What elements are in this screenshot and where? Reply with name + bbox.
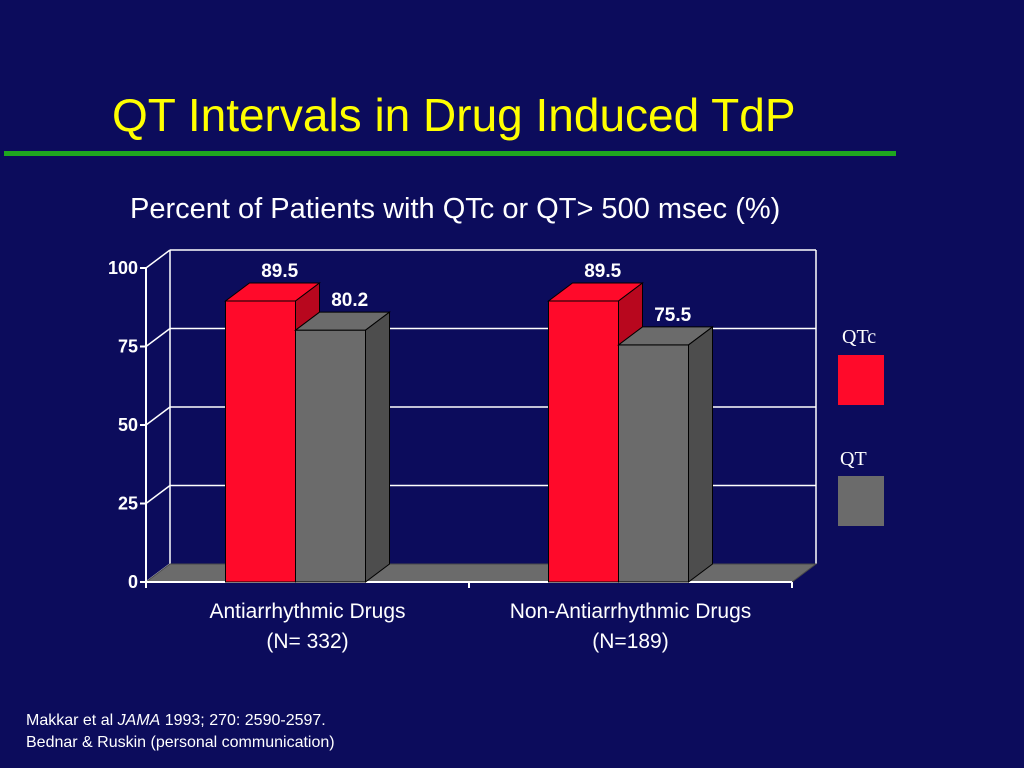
x-category-sublabel: (N=189) <box>592 630 668 653</box>
legend-swatch-qtc <box>838 355 884 405</box>
citation-line-2: Bednar & Ruskin (personal communication) <box>26 734 335 751</box>
legend-label-qtc: QTc <box>842 326 877 348</box>
side-wall-line <box>145 484 171 505</box>
title-divider <box>4 151 896 156</box>
legend-label-qt: QT <box>840 448 867 470</box>
y-tick-label: 100 <box>108 258 138 278</box>
bar-front <box>295 329 366 583</box>
bar-front <box>225 300 296 583</box>
side-wall-line <box>145 327 171 348</box>
chart-title: Percent of Patients with QTc or QT> 500 … <box>130 193 781 225</box>
bar-side <box>365 311 390 583</box>
side-wall-line <box>145 249 171 269</box>
bar-front <box>548 300 619 583</box>
bar-side <box>688 325 713 583</box>
legend-swatch-qt <box>838 476 884 526</box>
bar-data-label: 80.2 <box>331 290 368 311</box>
bar-data-label: 89.5 <box>261 261 298 282</box>
x-category-sublabel: (N= 332) <box>266 630 348 653</box>
bar-data-label: 75.5 <box>654 305 691 326</box>
y-tick-label: 50 <box>118 415 138 435</box>
y-tick-label: 25 <box>118 494 138 514</box>
citation-line-1: Makkar et al JAMA 1993; 270: 2590-2597. <box>26 710 335 732</box>
x-category-label: Antiarrhythmic Drugs <box>209 600 405 623</box>
citation-details: 1993; 270: 2590-2597. <box>160 712 326 729</box>
side-wall-line <box>145 406 171 426</box>
y-tick-label: 75 <box>118 337 138 357</box>
citation-authors: Makkar et al <box>26 712 118 729</box>
x-category-label: Non-Antiarrhythmic Drugs <box>510 600 752 623</box>
citation-journal: JAMA <box>117 712 161 729</box>
bar-front <box>618 344 689 583</box>
bar-data-label: 89.5 <box>584 261 621 282</box>
citation: Makkar et al JAMA 1993; 270: 2590-2597. … <box>26 710 335 754</box>
y-tick-label: 0 <box>128 572 138 592</box>
page-title: QT Intervals in Drug Induced TdP <box>112 89 796 141</box>
